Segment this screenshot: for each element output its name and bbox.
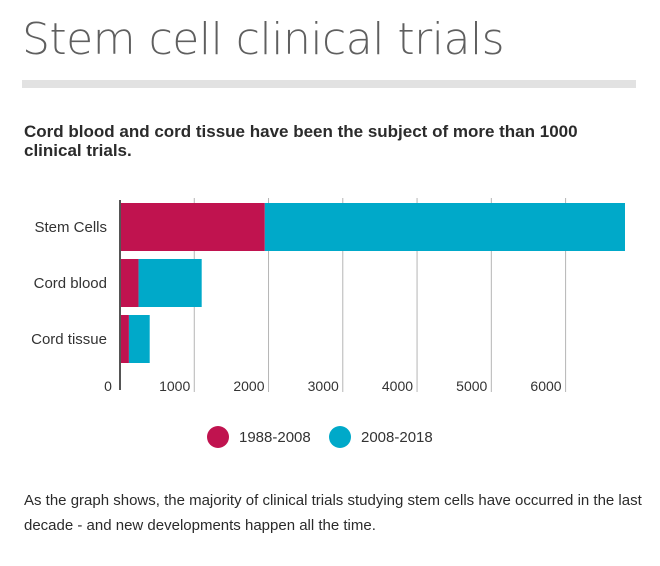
- x-tick-label: 6000: [530, 378, 561, 394]
- x-tick-label: 4000: [382, 378, 413, 394]
- bars: [120, 203, 625, 363]
- x-tick-label: 3000: [308, 378, 339, 394]
- category-label: Cord blood: [34, 275, 107, 292]
- category-labels: Stem Cells Cord blood Cord tissue: [31, 219, 107, 348]
- bar-cord-blood-2008-2018: [138, 259, 202, 307]
- chart-subtitle: Cord blood and cord tissue have been the…: [24, 122, 578, 160]
- x-tick-label: 2000: [233, 378, 264, 394]
- bar-cord-tissue-2008-2018: [128, 315, 150, 363]
- category-label: Stem Cells: [34, 219, 107, 236]
- page-title: Stem cell clinical trials: [22, 14, 505, 65]
- legend-swatch-icon: [207, 426, 229, 448]
- category-label: Cord tissue: [31, 331, 107, 348]
- bar-stem-cells-2008-2018: [264, 203, 625, 251]
- bar-stem-cells-1988-2008: [120, 203, 265, 251]
- x-tick-label: 5000: [456, 378, 487, 394]
- bar-cord-blood-1988-2008: [120, 259, 139, 307]
- footer-note: As the graph shows, the majority of clin…: [24, 492, 642, 534]
- stacked-bar-chart: Stem Cells Cord blood Cord tissue 0 1000 200…: [31, 198, 625, 448]
- legend-label: 1988-2008: [239, 429, 311, 446]
- legend-swatch-icon: [329, 426, 351, 448]
- legend: 1988-2008 2008-2018: [207, 426, 433, 448]
- x-tick-label: 0: [104, 378, 112, 394]
- legend-label: 2008-2018: [361, 429, 433, 446]
- bar-cord-tissue-1988-2008: [120, 315, 129, 363]
- title-divider: [22, 80, 636, 88]
- x-tick-label: 1000: [159, 378, 190, 394]
- x-tick-labels: 0 1000 2000 3000 4000 5000 6000: [104, 378, 562, 394]
